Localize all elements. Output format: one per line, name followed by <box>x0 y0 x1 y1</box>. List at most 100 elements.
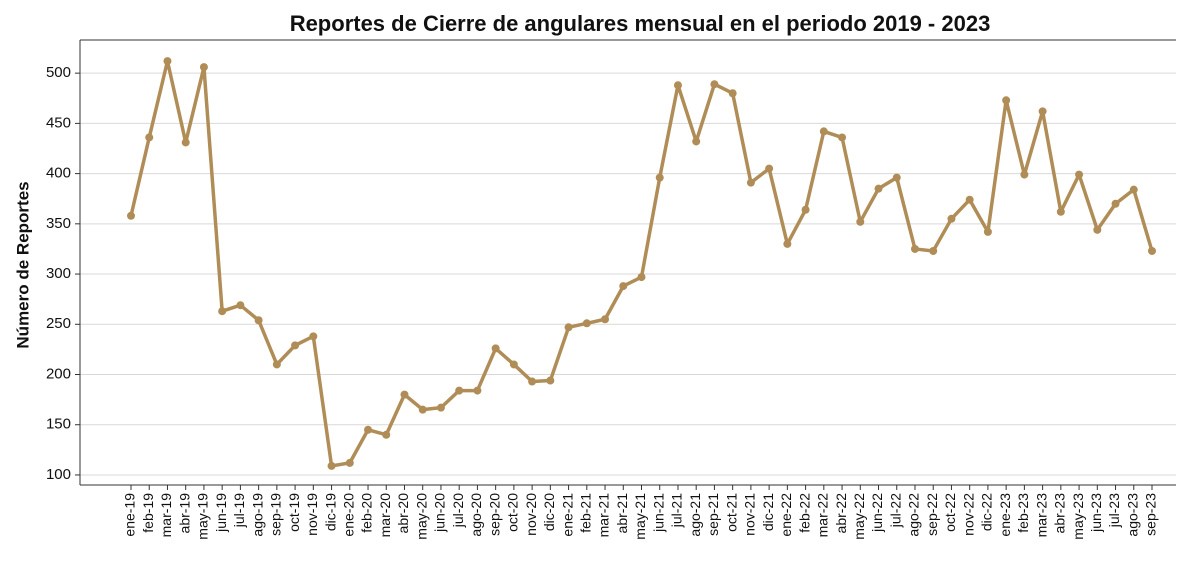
x-tick-label: sep-21 <box>705 493 721 536</box>
x-tick-label: sep-23 <box>1143 493 1159 536</box>
x-tick-label: mar-21 <box>596 493 612 538</box>
point <box>145 133 154 142</box>
x-tick-label: nov-20 <box>523 493 539 536</box>
point <box>582 319 591 328</box>
x-tick-label: nov-21 <box>742 493 758 536</box>
x-tick-label: dic-19 <box>322 493 338 531</box>
x-tick-label: sep-22 <box>924 493 940 536</box>
line-series <box>129 59 1154 468</box>
point <box>765 164 774 173</box>
x-tick-label: ago-23 <box>1124 493 1140 537</box>
point <box>1038 107 1047 116</box>
x-tick-label: oct-22 <box>942 493 958 532</box>
point <box>364 425 373 434</box>
x-tick-label: oct-21 <box>723 493 739 532</box>
y-tick-label: 250 <box>46 315 71 332</box>
point <box>892 173 901 182</box>
x-tick-label: may-20 <box>413 493 429 540</box>
x-tick-label: sep-19 <box>268 493 284 536</box>
point <box>400 390 409 399</box>
point <box>382 430 391 439</box>
point <box>528 377 537 386</box>
point <box>218 307 227 316</box>
x-tick-label: jul-23 <box>1106 493 1122 528</box>
x-tick-label: ago-22 <box>906 493 922 537</box>
point <box>1020 170 1029 179</box>
y-tick-label: 400 <box>46 165 71 182</box>
point <box>418 405 427 414</box>
point <box>856 217 865 226</box>
x-tick-label: jun-22 <box>869 493 885 533</box>
x-tick-label: sep-20 <box>486 493 502 536</box>
x-tick-label: dic-20 <box>541 493 557 531</box>
point <box>1075 170 1084 179</box>
point <box>673 81 682 90</box>
x-tick-label: may-19 <box>195 493 211 540</box>
point <box>199 63 208 72</box>
point <box>254 316 263 325</box>
x-tick-label: may-23 <box>1070 493 1086 540</box>
point <box>910 244 919 253</box>
x-tick-label: ene-22 <box>778 493 794 537</box>
point <box>838 133 847 142</box>
point <box>291 341 300 350</box>
x-tick-label: jun-20 <box>432 493 448 533</box>
point <box>546 376 555 385</box>
x-tick-label: ene-23 <box>997 493 1013 537</box>
point <box>1002 96 1011 105</box>
point <box>473 386 482 395</box>
point <box>455 386 464 395</box>
point <box>272 360 281 369</box>
x-tick-label: oct-20 <box>505 493 521 532</box>
x-tick-label: oct-19 <box>286 493 302 532</box>
point <box>947 214 956 223</box>
y-tick-label: 450 <box>46 114 71 131</box>
x-tick-label: feb-21 <box>578 493 594 533</box>
x-tick-label: ago-19 <box>249 493 265 537</box>
x-tick-label: may-22 <box>851 493 867 540</box>
point <box>163 57 172 66</box>
y-tick-label: 350 <box>46 215 71 232</box>
point <box>655 173 664 182</box>
point <box>1111 199 1120 208</box>
x-tick-label: abr-21 <box>614 493 630 534</box>
point <box>929 246 938 255</box>
x-tick-label: mar-23 <box>1033 493 1049 538</box>
point <box>509 360 518 369</box>
chart-title: Reportes de Cierre de angulares mensual … <box>290 11 991 36</box>
x-tick-label: feb-20 <box>359 493 375 533</box>
point <box>874 184 883 193</box>
point <box>181 138 190 147</box>
x-tick-label: jul-21 <box>669 493 685 528</box>
x-tick-label: abr-19 <box>176 493 192 534</box>
x-tick-label: dic-22 <box>979 493 995 531</box>
point <box>819 127 828 136</box>
point <box>1056 207 1065 216</box>
point <box>127 211 135 220</box>
point <box>746 178 755 187</box>
point <box>619 282 628 291</box>
x-tick-label: jun-19 <box>213 493 229 533</box>
x-tick-label: jul-22 <box>887 493 903 528</box>
point <box>309 332 318 341</box>
point <box>692 137 701 146</box>
y-tick-label: 500 <box>46 64 71 81</box>
x-tick-label: abr-22 <box>833 493 849 534</box>
x-tick-label: ene-19 <box>122 493 138 537</box>
point <box>436 403 445 412</box>
x-tick-label: feb-19 <box>140 493 156 533</box>
point <box>965 195 974 204</box>
point <box>491 344 500 353</box>
point <box>801 205 810 214</box>
x-tick-label: mar-22 <box>815 493 831 538</box>
point <box>783 239 792 248</box>
point <box>1148 246 1156 255</box>
x-tick-label: abr-20 <box>395 493 411 534</box>
point <box>1093 225 1102 234</box>
point <box>1129 185 1138 194</box>
x-tick-label: abr-23 <box>1052 493 1068 534</box>
point <box>564 323 573 332</box>
x-tick-label: ene-21 <box>559 493 575 537</box>
x-tick-label: dic-21 <box>760 493 776 531</box>
